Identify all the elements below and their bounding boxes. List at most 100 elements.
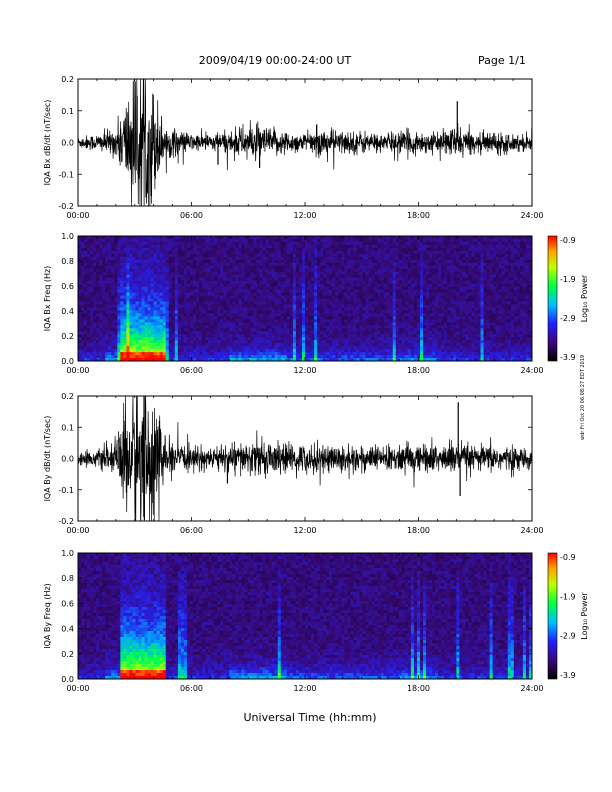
heat-cell [416,331,421,335]
heat-cell [423,236,427,240]
heat-cell [189,289,194,293]
heat-cell [138,250,142,255]
heat-cell [126,331,130,335]
heat-cell [211,268,215,273]
heat-cell [380,286,385,290]
heat-cell [135,244,139,249]
heat-cell [180,292,185,296]
heat-cell [283,301,288,305]
heat-cell [177,262,182,267]
heat-cell [180,236,185,240]
heat-cell [289,313,294,317]
heat-cell [226,343,230,347]
heat-cell [217,241,221,246]
heat-cell [323,274,327,279]
heat-cell [220,241,224,246]
heat-cell [226,352,230,356]
heat-cell [232,307,236,311]
heat-cell [320,319,324,323]
heat-cell [171,358,176,362]
heat-cell [380,304,385,308]
heat-cell [301,316,306,320]
heat-cell [341,274,345,279]
heat-cell [389,292,394,296]
heat-cell [295,280,300,285]
heat-cell [308,277,312,282]
heat-cell [232,352,236,356]
heat-cell [286,253,291,258]
heat-cell [165,253,170,258]
heat-cell [90,262,94,267]
heat-cell [183,358,188,362]
heat-cell [429,346,433,350]
heat-cell [410,250,415,255]
heat-cell [341,265,345,270]
heat-cell [87,301,91,305]
heat-cell [335,283,339,287]
heat-cell [265,310,270,314]
heat-cell [356,355,360,359]
heat-cell [301,250,306,255]
heat-cell [205,289,209,293]
heat-cell [87,304,91,308]
heat-cell [305,343,309,347]
heat-cell [277,322,282,326]
heat-cell [423,280,427,285]
heat-cell [371,241,376,246]
heat-cell [180,319,185,323]
heat-cell [78,256,82,261]
heat-cell [392,343,397,347]
heat-cell [365,355,369,359]
heat-cell [193,319,197,323]
heat-cell [199,247,203,252]
heat-cell [356,283,360,287]
heat-cell [189,343,194,347]
heat-cell [183,274,188,279]
heat-cell [398,295,403,299]
heat-cell [129,277,133,282]
heat-cell [298,274,303,279]
heat-cell [244,262,248,267]
heat-cell [229,286,233,290]
heat-cell [123,304,127,308]
heat-cell [320,304,324,308]
heat-cell [235,355,239,359]
heat-cell [395,280,400,285]
heat-cell [156,286,161,290]
heat-cell [87,286,91,290]
heat-cell [174,271,179,276]
heat-cell [413,238,418,243]
heat-cell [416,238,421,243]
heat-cell [171,289,176,293]
heat-cell [205,265,209,270]
heat-cell [362,283,366,287]
heat-cell [123,256,127,261]
heat-cell [365,313,369,317]
heat-cell [111,259,115,264]
heat-cell [259,289,264,293]
heat-cell [223,319,227,323]
heat-cell [401,241,406,246]
heat-cell [217,295,221,299]
heat-cell [235,236,239,240]
heat-cell [374,286,379,290]
heat-cell [165,280,170,285]
heat-cell [78,307,82,311]
heat-cell [174,244,179,249]
heat-cell [162,349,167,353]
heat-cell [413,307,418,311]
heat-cell [420,286,424,290]
heat-cell [359,247,363,252]
heat-cell [171,259,176,264]
heat-cell [132,352,136,356]
heat-cell [371,286,376,290]
heat-cell [111,262,115,267]
heat-cell [368,244,372,249]
heat-cell [168,355,173,359]
heat-cell [295,316,300,320]
heat-cell [214,301,218,305]
heat-cell [301,295,306,299]
heat-cell [268,319,273,323]
heat-cell [341,280,345,285]
heat-cell [84,310,88,314]
